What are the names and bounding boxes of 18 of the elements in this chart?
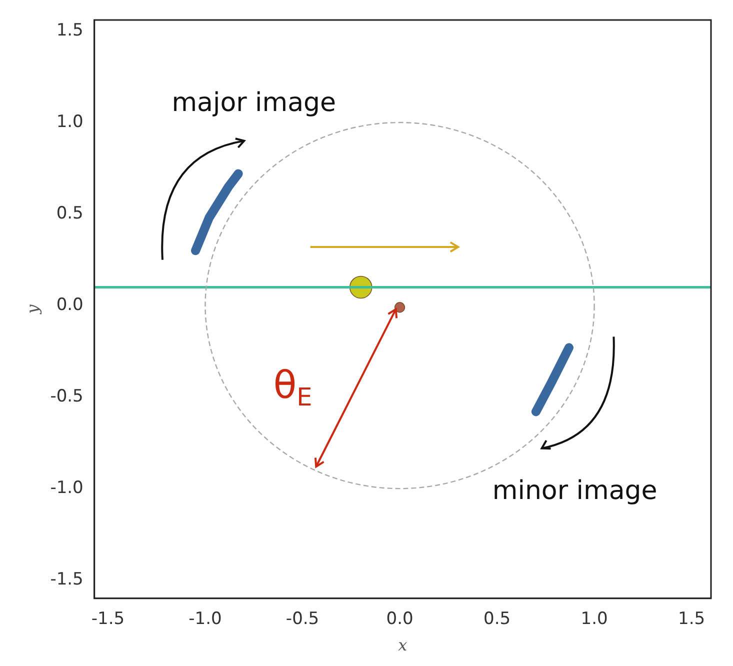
y-axis-title: y <box>22 304 42 315</box>
x-tick-label: 0.0 <box>386 609 414 630</box>
y-tick-label: 1.5 <box>56 20 84 40</box>
annotation: minor image <box>492 476 658 506</box>
y-tick-label: 1.0 <box>56 112 84 132</box>
x-tick-label: 1.5 <box>678 609 706 630</box>
annotation: major image <box>172 88 336 118</box>
x-tick-label: 1.0 <box>580 609 608 630</box>
x-axis-title: x <box>398 636 408 655</box>
x-tick-label: -1.0 <box>188 609 222 630</box>
y-tick-label: -0.5 <box>50 386 84 406</box>
y-tick-label: -1.5 <box>50 570 84 590</box>
y-tick-label: 0.0 <box>56 294 84 315</box>
x-tick-label: -0.5 <box>286 609 320 630</box>
x-tick-label: 0.5 <box>484 609 511 630</box>
x-tick-label: -1.5 <box>91 609 125 630</box>
y-tick-label: -1.0 <box>50 478 84 498</box>
y-tick-label: 0.5 <box>56 203 84 224</box>
